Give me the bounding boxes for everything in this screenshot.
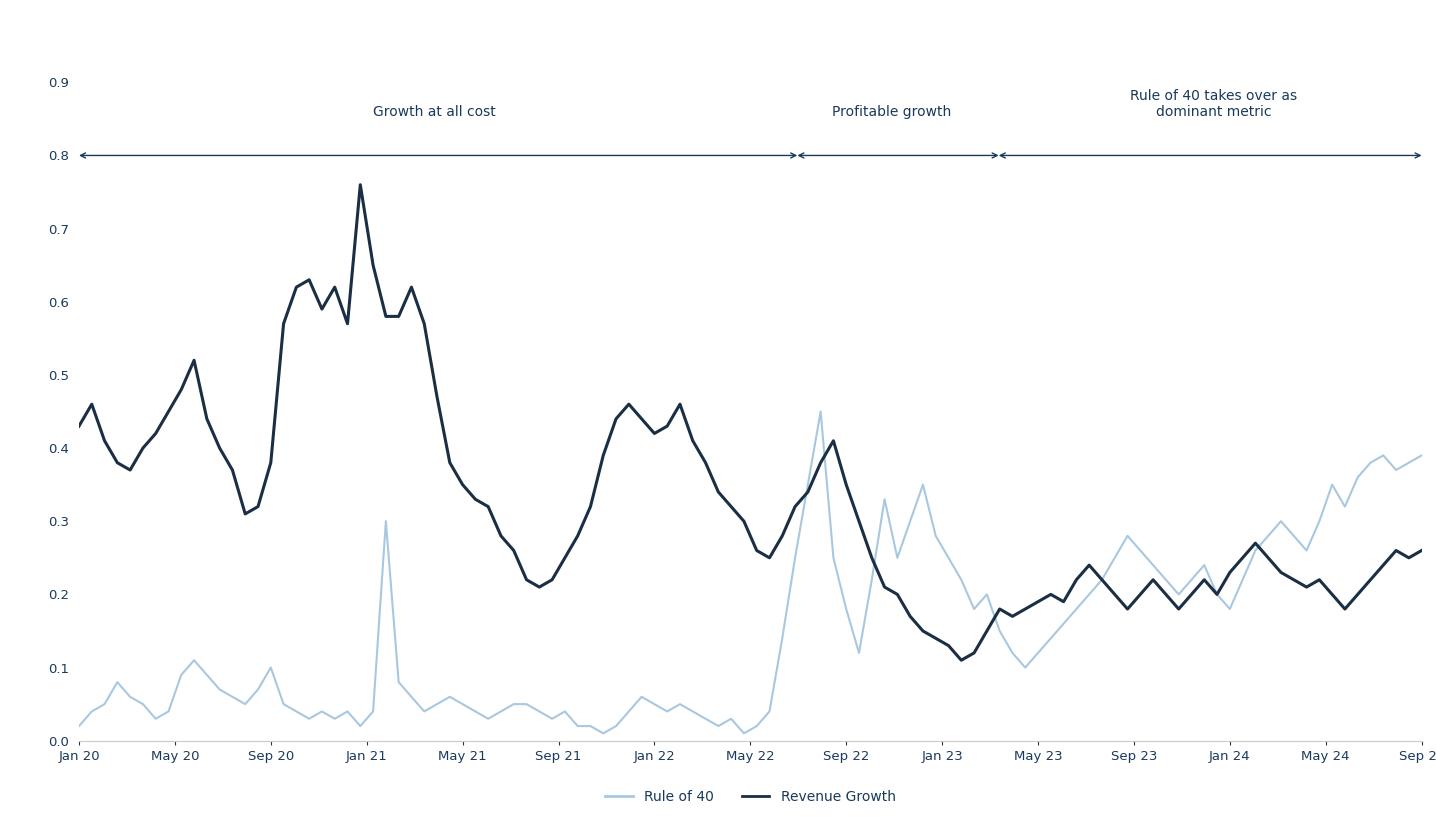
Text: Profitable growth: Profitable growth — [831, 105, 951, 119]
Text: Rule of 40 takes over as
dominant metric: Rule of 40 takes over as dominant metric — [1130, 89, 1297, 119]
Text: Growth at all cost: Growth at all cost — [373, 105, 497, 119]
Legend: Rule of 40, Revenue Growth: Rule of 40, Revenue Growth — [600, 784, 900, 810]
Text: R-SQUARED VALUES OVER TIME: R-SQUARED VALUES OVER TIME — [22, 27, 339, 44]
